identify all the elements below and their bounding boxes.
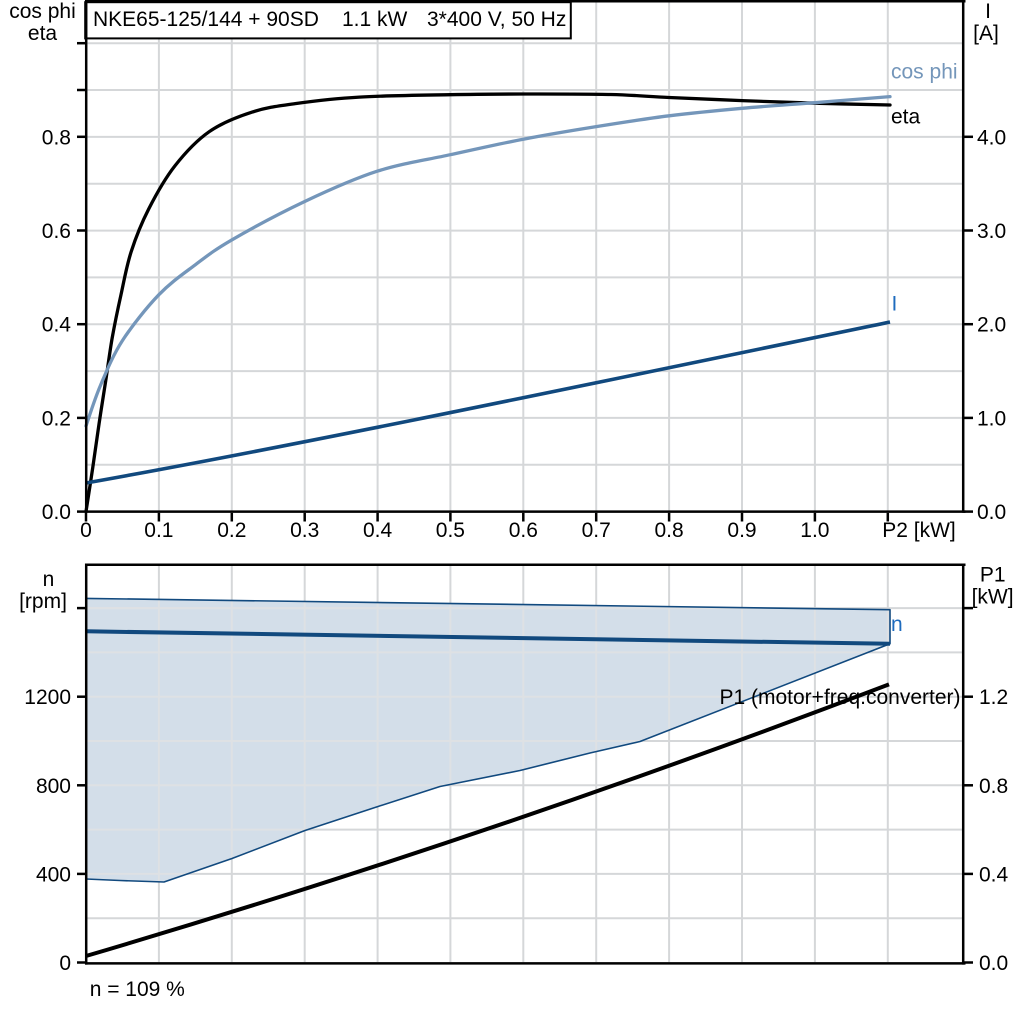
svg-text:cos phi: cos phi [891, 61, 958, 84]
svg-text:n = 109 %: n = 109 % [90, 978, 185, 1001]
svg-text:1.2: 1.2 [979, 686, 1008, 709]
svg-text:800: 800 [36, 775, 71, 798]
svg-text:0.4: 0.4 [42, 314, 72, 337]
svg-text:1200: 1200 [24, 686, 71, 709]
svg-text:0.9: 0.9 [727, 519, 756, 542]
svg-text:0.8: 0.8 [42, 126, 71, 149]
svg-text:0: 0 [80, 519, 92, 542]
svg-text:P2 [kW]: P2 [kW] [882, 519, 956, 542]
svg-text:cos phi: cos phi [9, 0, 76, 23]
svg-text:400: 400 [36, 863, 71, 886]
svg-text:eta: eta [28, 22, 58, 45]
svg-text:0.4: 0.4 [363, 519, 393, 542]
svg-text:0.6: 0.6 [42, 220, 71, 243]
svg-text:[rpm]: [rpm] [19, 590, 67, 613]
svg-text:0.2: 0.2 [217, 519, 246, 542]
svg-text:0: 0 [59, 952, 71, 975]
svg-text:0.2: 0.2 [42, 407, 71, 430]
svg-text:0.8: 0.8 [654, 519, 683, 542]
svg-text:n: n [43, 568, 55, 591]
svg-text:0.1: 0.1 [144, 519, 173, 542]
svg-text:2.0: 2.0 [977, 314, 1006, 337]
svg-text:0.4: 0.4 [979, 863, 1009, 886]
svg-text:[kW]: [kW] [972, 586, 1014, 609]
svg-text:I: I [892, 293, 898, 316]
svg-text:P1 (motor+freq.converter): P1 (motor+freq.converter) [719, 686, 960, 709]
svg-text:3.0: 3.0 [977, 220, 1006, 243]
svg-text:0.0: 0.0 [42, 501, 71, 524]
svg-text:1.1 kW: 1.1 kW [342, 8, 408, 31]
svg-text:0.3: 0.3 [290, 519, 319, 542]
svg-text:n: n [891, 613, 903, 636]
svg-text:0.5: 0.5 [436, 519, 465, 542]
svg-text:NKE65-125/144 + 90SD: NKE65-125/144 + 90SD [93, 8, 319, 31]
svg-text:I: I [985, 0, 991, 23]
svg-text:P1: P1 [980, 564, 1006, 587]
svg-text:0.7: 0.7 [582, 519, 611, 542]
svg-text:1.0: 1.0 [800, 519, 829, 542]
svg-text:3*400 V, 50 Hz: 3*400 V, 50 Hz [427, 8, 566, 31]
svg-text:1.0: 1.0 [977, 407, 1006, 430]
svg-text:[A]: [A] [973, 22, 999, 45]
svg-text:0.0: 0.0 [977, 501, 1006, 524]
svg-text:0.6: 0.6 [509, 519, 538, 542]
svg-text:4.0: 4.0 [977, 126, 1006, 149]
svg-text:0.8: 0.8 [979, 775, 1008, 798]
svg-text:eta: eta [891, 106, 921, 129]
svg-text:0.0: 0.0 [979, 952, 1008, 975]
